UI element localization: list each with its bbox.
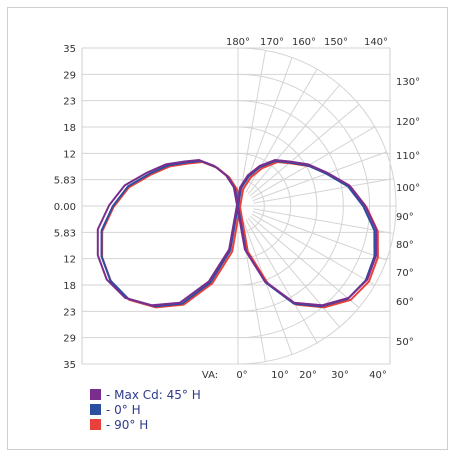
y-tick-label: 12 (63, 255, 76, 266)
y-tick-label: 23 (63, 307, 76, 318)
top-angle-label: 170° (260, 37, 284, 48)
y-tick-label: 35 (63, 360, 76, 371)
axis-labels: 35 29 23 18 12 5.83 0.00 5.83 12 18 23 29 35 VA: 0° 10°… (54, 37, 420, 381)
legend-item-max-cd: - Max Cd: 45° H (90, 387, 201, 402)
polar-chart: 35 29 23 18 12 5.83 0.00 5.83 12 18 23 29 35 VA: 0° 10°… (54, 37, 420, 381)
polar-spoke (249, 104, 360, 197)
bottom-angle-label: 0° (236, 370, 247, 381)
polar-spoke (253, 208, 394, 234)
va-prefix-label: VA: (202, 370, 218, 381)
polar-spoke (247, 84, 340, 195)
top-angle-label: 160° (292, 37, 316, 48)
top-angle-label: 140° (364, 37, 388, 48)
legend-label-0h: - 0° H (106, 402, 141, 417)
y-tick-label: 18 (63, 123, 76, 134)
right-angle-label: 130° (396, 77, 420, 88)
bottom-angle-label: 20° (299, 370, 317, 381)
curve-90h (101, 160, 379, 309)
y-tick-label: 18 (63, 281, 76, 292)
bottom-angle-label: 10° (271, 370, 289, 381)
right-angle-label: 60° (396, 297, 414, 308)
polar-spoke (249, 215, 360, 308)
legend-swatch-90h (90, 419, 101, 430)
polar-spoke (245, 219, 318, 344)
bottom-angle-label: 30° (331, 370, 349, 381)
legend: - Max Cd: 45° H - 0° H - 90° H (90, 387, 201, 432)
candela-curves (96, 158, 379, 309)
polar-spoke (242, 57, 293, 192)
y-tick-label: 35 (63, 44, 76, 55)
polar-spoke (252, 151, 387, 202)
y-tick-label: 0.00 (54, 202, 76, 213)
y-tick-label: 5.83 (54, 176, 76, 187)
polar-spoke (252, 210, 387, 261)
bottom-angle-label: 40° (369, 370, 387, 381)
legend-label-max-cd: - Max Cd: 45° H (106, 387, 201, 402)
right-angle-label: 70° (396, 268, 414, 279)
polar-spoke (247, 217, 340, 328)
right-angle-label: 90° (396, 212, 414, 223)
y-tick-label: 5.83 (54, 228, 76, 239)
legend-item-90h: - 90° H (90, 417, 201, 432)
legend-swatch-max-cd (90, 389, 101, 400)
polar-spoke (251, 126, 376, 199)
polar-spoke (251, 213, 376, 286)
y-tick-label: 29 (63, 334, 76, 345)
right-angle-label: 100° (396, 183, 420, 194)
right-angle-label: 110° (396, 151, 420, 162)
top-angle-label: 180° (226, 37, 250, 48)
y-tick-label: 29 (63, 70, 76, 81)
legend-swatch-0h (90, 404, 101, 415)
right-angle-label: 120° (396, 117, 420, 128)
chart-frame: 35 29 23 18 12 5.83 0.00 5.83 12 18 23 29 35 VA: 0° 10°… (7, 7, 448, 450)
right-angle-label: 50° (396, 337, 414, 348)
y-tick-label: 23 (63, 97, 76, 108)
right-angle-label: 80° (396, 240, 414, 251)
legend-label-90h: - 90° H (106, 417, 149, 432)
curve-max-cd (96, 158, 378, 307)
polar-spoke (253, 178, 394, 204)
polar-spoke (240, 50, 266, 191)
y-tick-label: 12 (63, 149, 76, 160)
polar-spoke (242, 220, 293, 355)
top-angle-label: 150° (324, 37, 348, 48)
legend-item-0h: - 0° H (90, 402, 201, 417)
